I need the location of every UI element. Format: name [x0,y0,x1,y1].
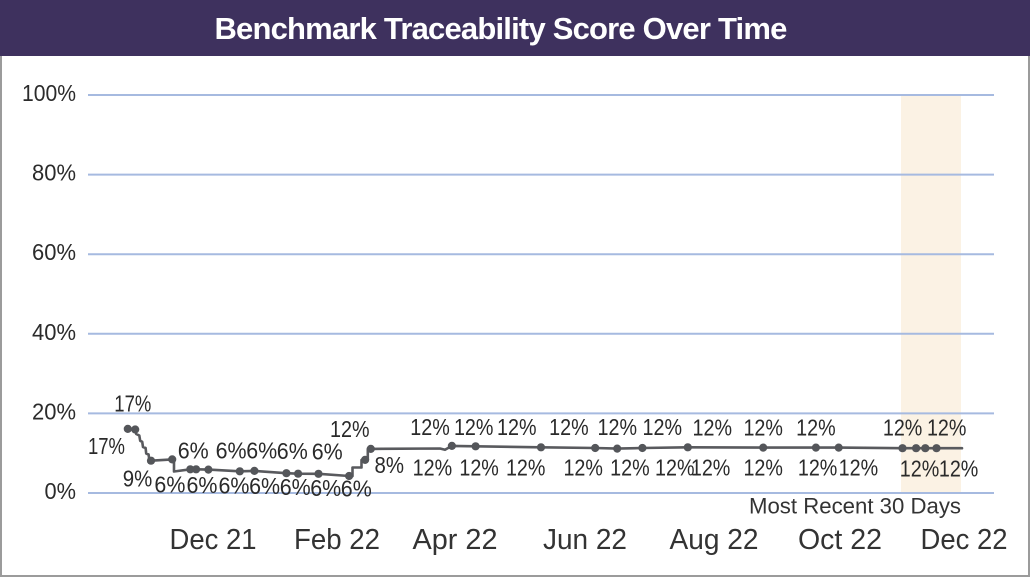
data-point-marker [168,455,177,464]
data-point-label: 6% [246,438,277,464]
data-point-label: 12% [413,455,453,481]
data-point-label: 12% [900,456,940,482]
data-point-label: 6% [187,472,218,498]
data-point-label: 12% [693,415,733,441]
data-point-marker [898,444,907,453]
data-point-label: 6% [178,438,209,464]
y-tick-label: 0% [45,478,77,504]
data-point-label: 6% [216,438,247,464]
data-point-marker [932,444,941,453]
x-tick-label: Dec 21 [170,524,257,556]
data-point-label: 12% [743,415,783,441]
data-point-marker [921,444,930,453]
y-tick-label: 40% [32,319,76,345]
data-point-label: 12% [454,414,494,440]
y-tick-label: 80% [32,160,76,186]
data-point-marker [294,469,303,478]
x-tick-label: Jun 22 [543,524,627,556]
data-point-marker [192,465,201,474]
data-point-label: 12% [927,415,967,441]
chart-title: Benchmark Traceability Score Over Time [214,10,787,46]
data-point-label: 12% [643,414,683,440]
data-point-marker [366,444,375,453]
data-point-marker [250,466,259,475]
data-point-label: 12% [330,416,370,442]
data-point-marker [912,444,921,453]
data-point-label: 6% [341,476,372,502]
data-point-marker [834,443,843,452]
data-point-label: 12% [798,455,838,481]
x-tick-label: Oct 22 [798,524,882,556]
data-point-label: 9% [123,466,153,492]
data-point-label: 12% [459,455,499,481]
data-point-label: 12% [883,415,923,441]
data-point-marker [471,442,480,451]
data-point-label: 12% [563,455,603,481]
data-point-label: 12% [743,455,783,481]
data-point-marker [204,465,213,474]
data-point-marker [536,443,546,452]
data-point-marker [613,444,622,453]
data-point-label: 6% [277,438,308,464]
chart-header: Benchmark Traceability Score Over Time [0,0,1030,56]
data-point-marker [131,425,140,434]
x-tick-label: Aug 22 [670,524,759,556]
data-point-label: 12% [939,456,979,482]
data-point-marker [123,424,132,433]
data-point-label: 12% [796,415,836,441]
x-tick-label: Feb 22 [294,524,380,556]
data-point-label: 12% [497,414,537,440]
chart-plot-area [0,56,1030,577]
data-point-label: 6% [310,475,341,501]
data-point-label: 6% [312,439,343,465]
x-tick-label: Dec 22 [921,524,1008,556]
data-point-label: 8% [375,452,405,478]
data-point-label: 6% [219,473,250,499]
data-point-label: 12% [655,455,695,481]
recent-30-days-band [901,95,961,494]
data-point-label: 12% [598,414,638,440]
data-point-marker [361,455,370,464]
data-point-label: 12% [839,455,879,481]
data-point-label: 12% [610,455,650,481]
y-tick-label: 100% [22,80,76,106]
data-point-marker [811,443,821,452]
data-point-marker [314,469,323,478]
data-point-marker [186,465,195,474]
data-point-label: 6% [154,472,185,498]
data-point-marker [638,443,647,453]
data-point-label: 12% [410,414,450,440]
data-point-marker [683,443,692,452]
data-point-marker [345,471,354,481]
recent-30-days-label: Most Recent 30 Days [749,494,961,519]
data-point-label: 12% [506,455,546,481]
data-point-marker [591,443,600,453]
x-tick-label: Apr 22 [413,524,498,556]
data-point-label: 12% [549,414,589,440]
data-point-marker [282,469,291,478]
y-tick-label: 20% [32,398,76,424]
data-point-marker [235,467,244,476]
data-point-label: 17% [88,433,125,459]
data-point-marker [146,456,156,465]
data-point-marker [759,443,768,452]
y-tick-label: 60% [32,239,76,265]
data-point-label: 6% [280,474,311,500]
data-point-label: 17% [114,391,151,417]
data-point-label: 6% [249,473,280,499]
data-point-label: 12% [691,455,731,481]
data-point-marker [447,441,456,450]
